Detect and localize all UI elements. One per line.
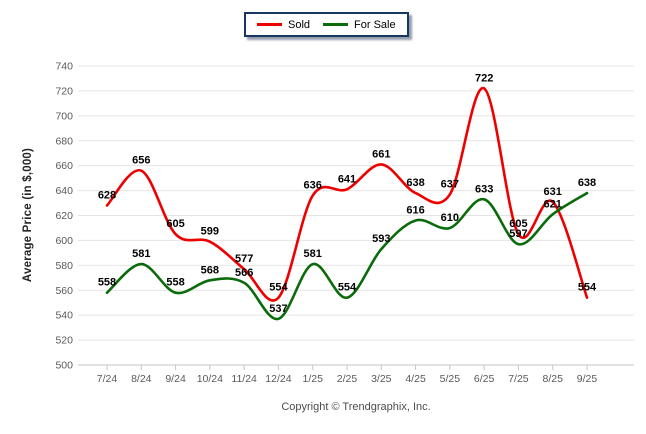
y-tick-label: 740: [55, 61, 73, 73]
sold-data-label: 636: [304, 180, 322, 192]
for-sale-line: [105, 191, 589, 321]
x-tick-label: 11/24: [231, 373, 257, 385]
for-sale-data-label: 554: [338, 282, 357, 294]
y-tick-label: 720: [55, 85, 73, 97]
y-axis-title: Average Price (in $,000): [22, 147, 34, 283]
y-tick-label: 580: [55, 260, 73, 272]
x-tick-label: 4/25: [405, 373, 426, 385]
x-tick-label: 3/25: [371, 373, 392, 385]
legend-label-sold: Sold: [288, 18, 311, 31]
sold-line-swatch: [257, 23, 282, 26]
x-tick-label: 9/25: [577, 373, 598, 385]
x-tick-label: 8/25: [542, 373, 563, 385]
y-tick-label: 660: [55, 160, 73, 172]
for-sale-data-label: 581: [304, 248, 322, 260]
for-sale-data-label: 558: [166, 277, 184, 289]
for-sale-data-label: 558: [98, 277, 116, 289]
y-tick-label: 680: [55, 135, 73, 147]
legend-label-for-sale: For Sale: [354, 18, 396, 31]
sold-data-label: 554: [578, 282, 597, 294]
x-tick-label: 8/24: [131, 373, 152, 385]
sold-data-label: 656: [132, 155, 150, 167]
x-tick-label: 7/25: [508, 373, 529, 385]
y-tick-label: 620: [55, 210, 73, 222]
x-tick-label: 5/25: [440, 373, 461, 385]
legend: Sold For Sale: [244, 12, 409, 37]
y-tick-label: 600: [55, 235, 73, 247]
for-sale-data-label: 593: [372, 233, 390, 245]
for-sale-line-swatch: [323, 23, 349, 26]
for-sale-data-label: 566: [235, 267, 253, 279]
for-sale-data-label: 537: [269, 303, 287, 315]
sold-data-label: 599: [201, 226, 219, 238]
x-tick-label: 2/25: [337, 373, 358, 385]
sold-data-label: 661: [372, 148, 390, 160]
for-sale-data-label: 610: [441, 212, 459, 224]
x-tick-label: 10/24: [197, 373, 223, 385]
sold-data-label: 638: [406, 177, 424, 189]
legend-item-sold: Sold: [257, 19, 310, 31]
y-tick-label: 640: [55, 185, 73, 197]
sold-data-label: 554: [269, 282, 288, 294]
y-tick-label: 520: [55, 335, 73, 347]
x-tick-label: 7/24: [97, 373, 118, 385]
sold-line: [105, 87, 589, 302]
sold-data-label: 577: [235, 253, 253, 265]
copyright-text: Copyright © Trendgraphix, Inc.: [281, 401, 431, 413]
for-sale-data-label: 633: [475, 183, 493, 195]
sold-data-label: 628: [98, 190, 116, 202]
legend-item-for-sale: For Sale: [323, 19, 396, 31]
y-tick-label: 560: [55, 285, 73, 297]
y-tick-label: 500: [55, 360, 73, 372]
sold-data-label: 722: [475, 72, 493, 84]
for-sale-data-label: 621: [544, 198, 562, 210]
for-sale-data-label: 638: [578, 177, 596, 189]
y-tick-label: 540: [55, 310, 73, 322]
for-sale-data-label: 597: [509, 228, 527, 240]
x-tick-label: 1/25: [302, 373, 323, 385]
sold-data-label: 605: [509, 218, 527, 230]
x-tick-label: 6/25: [474, 373, 495, 385]
for-sale-data-label: 568: [201, 264, 219, 276]
for-sale-data-label: 616: [406, 204, 424, 216]
y-tick-label: 700: [55, 110, 73, 122]
for-sale-data-label: 581: [132, 248, 150, 260]
sold-data-label: 637: [441, 178, 459, 190]
sold-data-label: 641: [338, 173, 356, 185]
sold-data-label: 631: [544, 186, 562, 198]
x-tick-label: 9/24: [165, 373, 186, 385]
sold-data-label: 605: [166, 218, 184, 230]
x-tick-label: 12/24: [265, 373, 291, 385]
